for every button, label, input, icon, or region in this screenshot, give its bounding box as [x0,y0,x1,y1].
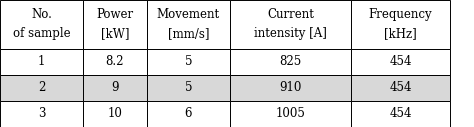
Text: 2: 2 [38,81,45,94]
Text: Frequency: Frequency [369,8,432,21]
Text: 10: 10 [108,107,122,121]
Bar [147,75,230,101]
Text: intensity [A]: intensity [A] [254,27,327,41]
Text: 454: 454 [389,55,412,68]
Bar [0,101,83,127]
Bar [351,49,450,75]
Text: [kHz]: [kHz] [384,27,417,41]
Bar [230,75,351,101]
Bar [0,75,83,101]
Text: 6: 6 [185,107,192,121]
Bar [83,75,147,101]
Bar [0,0,83,49]
Bar [0,49,83,75]
Text: 9: 9 [111,81,118,94]
Bar [83,101,147,127]
Text: Power: Power [96,8,134,21]
Bar [351,0,450,49]
Bar [230,0,351,49]
Text: [mm/s]: [mm/s] [168,27,209,41]
Bar [230,101,351,127]
Bar [147,101,230,127]
Bar [230,49,351,75]
Text: [kW]: [kW] [100,27,129,41]
Text: 1: 1 [38,55,45,68]
Bar [83,0,147,49]
Text: 5: 5 [185,55,192,68]
Text: Current: Current [267,8,314,21]
Bar [351,75,450,101]
Text: of sample: of sample [13,27,70,41]
Text: 3: 3 [38,107,45,121]
Bar [147,49,230,75]
Text: 1005: 1005 [275,107,305,121]
Text: 454: 454 [389,107,412,121]
Bar [83,49,147,75]
Text: 454: 454 [389,81,412,94]
Text: 5: 5 [185,81,192,94]
Text: 910: 910 [279,81,301,94]
Bar [351,101,450,127]
Text: 825: 825 [279,55,301,68]
Bar [147,0,230,49]
Text: No.: No. [31,8,52,21]
Text: 8.2: 8.2 [106,55,124,68]
Text: Movement: Movement [157,8,220,21]
